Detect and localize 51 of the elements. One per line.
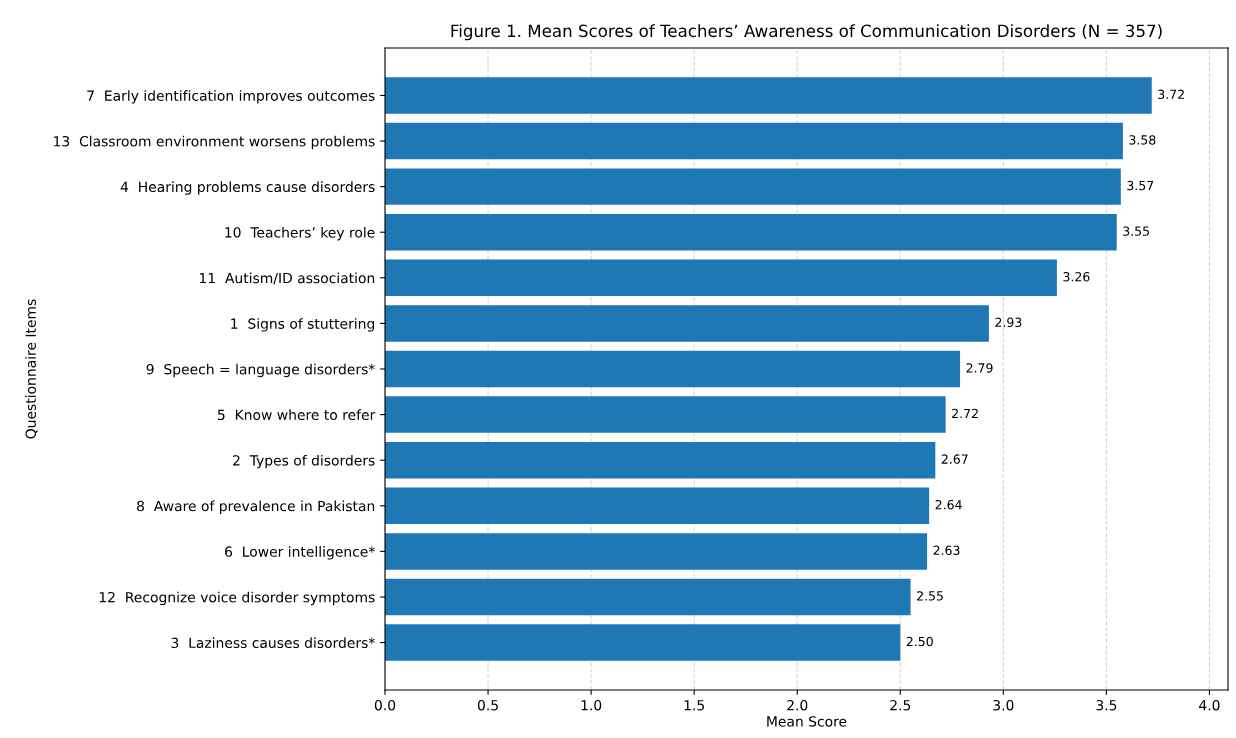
y-tick-label: 13 Classroom environment worsens problems <box>54 135 375 150</box>
x-tick-label: 1.5 <box>684 700 704 711</box>
bar <box>385 168 1121 205</box>
x-tick-label: 2.5 <box>890 699 911 711</box>
x-axis-title: Mean Score <box>767 716 847 727</box>
x-tick-label: 1.0 <box>581 699 602 711</box>
x-tick-label: 0.0 <box>374 699 396 711</box>
bar <box>385 350 961 388</box>
data-label: 3.57 <box>1127 180 1154 191</box>
bar <box>385 624 901 661</box>
data-label: 2.50 <box>906 636 933 647</box>
chart-title: Figure 1. Mean Scores of Teachers’ Awareness of Communication Disorders (N = 357) <box>451 24 1162 41</box>
y-tick-label: 2 Types of disorders <box>233 454 375 469</box>
data-label: 2.93 <box>995 317 1022 328</box>
y-tick-label: 8 Aware of prevalence in Pakistan <box>137 500 375 514</box>
bar <box>385 77 1152 114</box>
x-tick-label: 3.0 <box>993 699 1014 711</box>
x-tick-label: 0.5 <box>477 699 498 711</box>
data-label: 2.72 <box>952 408 978 419</box>
y-tick-label: 4 Hearing problems cause disorders <box>120 181 375 195</box>
bar <box>385 259 1057 297</box>
y-tick-label: 9 Speech = language disorders* <box>146 363 375 378</box>
x-tick-label: 4.0 <box>1199 699 1220 711</box>
data-label: 3.58 <box>1129 135 1156 145</box>
y-tick-label: 3 Laziness causes disorders* <box>171 637 375 649</box>
data-label: 2.64 <box>935 499 962 510</box>
data-label: 2.79 <box>966 363 993 373</box>
data-label: 3.26 <box>1063 271 1090 282</box>
x-tick-label: 3.5 <box>1096 699 1117 711</box>
bar <box>385 213 1117 251</box>
bar <box>385 533 928 570</box>
y-tick-label: 11 Autism/ID association <box>199 272 375 285</box>
y-tick-label: 12 Recognize voice disorder symptoms <box>99 591 375 606</box>
data-label: 3.72 <box>1158 89 1184 100</box>
y-tick-label: 5 Know where to refer <box>217 409 376 421</box>
y-tick-label: 10 Teachers’ key role <box>225 226 375 241</box>
y-tick-label: 7 Early identification improves outcomes <box>87 90 375 104</box>
bar <box>385 578 911 616</box>
bar <box>385 122 1123 160</box>
data-label: 3.55 <box>1123 226 1149 236</box>
x-tick-label: 2.0 <box>787 699 808 711</box>
data-label: 2.55 <box>917 591 943 601</box>
y-tick-label: 6 Lower intelligence* <box>225 546 375 560</box>
y-axis-title: Questionnaire Items <box>25 299 38 439</box>
data-label: 2.67 <box>941 454 968 464</box>
bar <box>385 441 936 479</box>
bar <box>385 487 930 525</box>
bar <box>385 305 989 342</box>
data-label: 2.63 <box>933 545 960 556</box>
bar <box>385 396 946 433</box>
y-tick-label: 1 Signs of stuttering <box>231 318 375 332</box>
